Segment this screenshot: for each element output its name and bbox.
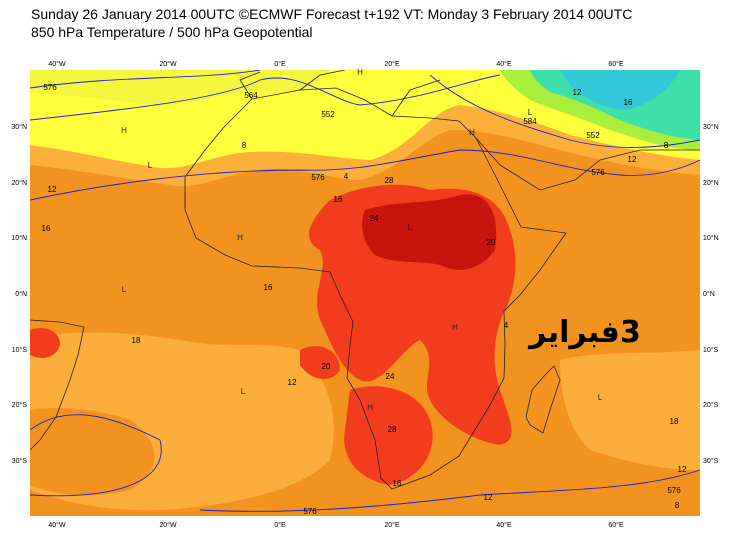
lat-label: 10°N: [703, 234, 719, 242]
lat-label: 20°S: [703, 401, 719, 409]
contour-label: 28: [388, 425, 397, 434]
lat-label: 10°S: [703, 346, 719, 354]
contour-label: 552: [321, 110, 335, 119]
lat-label: 30°S: [12, 457, 28, 465]
contour-label: 18: [132, 336, 141, 345]
contour-label: 8: [664, 141, 669, 150]
contour-label: 16: [264, 283, 273, 292]
contour-label: 4: [504, 321, 509, 330]
map-field: [30, 70, 700, 516]
contour-label: 8: [242, 141, 247, 150]
lon-label: 20°E: [384, 521, 400, 529]
contour-label: 28: [385, 176, 394, 185]
contour-label: 16: [334, 195, 343, 204]
lon-label: 20°W: [159, 521, 177, 529]
contour-label: 564: [244, 91, 258, 100]
lon-label: 20°E: [384, 60, 400, 68]
contour-label: 576: [591, 168, 605, 177]
contour-label: 20: [322, 362, 331, 371]
lat-label: 30°N: [11, 123, 27, 131]
pressure-mark: L: [408, 223, 413, 232]
contour-label: 584: [523, 117, 537, 126]
contour-label: 576: [667, 486, 681, 495]
contour-label: 16: [624, 98, 633, 107]
labels: 40°W 40°W 20°W 20°W 0°E 0°E 20°E 20°E 40°E 40°E 60…: [11, 60, 718, 529]
pressure-mark: H: [367, 403, 373, 412]
contour-label: 8: [675, 501, 680, 510]
lon-label: 60°E: [608, 60, 624, 68]
pressure-mark: H: [121, 126, 127, 135]
lon-label: 60°E: [608, 521, 624, 529]
pressure-mark: L: [122, 285, 127, 294]
subtitle: 850 hPa Temperature / 500 hPa Geopotenti…: [31, 24, 313, 40]
title: Sunday 26 January 2014 00UTC ©ECMWF Fore…: [31, 6, 633, 22]
lat-label: 0°N: [703, 290, 715, 298]
lat-label: 30°S: [703, 457, 719, 465]
lat-label: 20°N: [703, 179, 719, 187]
lon-label: 40°E: [496, 521, 512, 529]
pressure-mark: H: [237, 233, 243, 242]
contour-label: 20: [487, 238, 496, 247]
pressure-mark: H: [452, 323, 458, 332]
lon-label: 20°W: [159, 60, 177, 68]
pressure-mark: L: [241, 387, 246, 396]
geopotential-contours: [30, 70, 700, 512]
annotation: 3فبراير: [527, 315, 641, 350]
lon-label: 40°W: [48, 60, 66, 68]
lat-label: 20°N: [11, 179, 27, 187]
contour-label: 16: [42, 224, 51, 233]
contour-label: 16: [393, 479, 402, 488]
lat-label: 10°S: [12, 346, 28, 354]
contour-label: 24: [370, 214, 379, 223]
contour-label: 12: [484, 493, 493, 502]
lat-label: 20°S: [12, 401, 28, 409]
pressure-mark: H: [469, 128, 475, 137]
contour-label: 552: [586, 131, 600, 140]
lat-label: 0°N: [15, 290, 27, 298]
pressure-mark: H: [357, 68, 363, 77]
lat-label: 10°N: [11, 234, 27, 242]
coastlines: [30, 70, 700, 490]
contour-label: 576: [311, 173, 325, 182]
pressure-mark: L: [148, 161, 153, 170]
lat-label: 30°N: [703, 123, 719, 131]
contour-label: 12: [573, 88, 582, 97]
pressure-mark: L: [598, 393, 603, 402]
contour-label: 12: [678, 465, 687, 474]
contour-label: 24: [386, 372, 395, 381]
contour-label: 576: [303, 507, 317, 516]
contour-label: 4: [344, 172, 349, 181]
lon-label: 0°E: [274, 60, 286, 68]
contour-label: 576: [43, 83, 57, 92]
lon-label: 40°W: [48, 521, 66, 529]
contour-label: 12: [288, 378, 297, 387]
lon-label: 0°E: [274, 521, 286, 529]
contour-label: 12: [628, 155, 637, 164]
lon-label: 40°E: [496, 60, 512, 68]
contour-label: 18: [670, 417, 679, 426]
pressure-mark: L: [528, 108, 533, 117]
contour-label: 12: [48, 185, 57, 194]
